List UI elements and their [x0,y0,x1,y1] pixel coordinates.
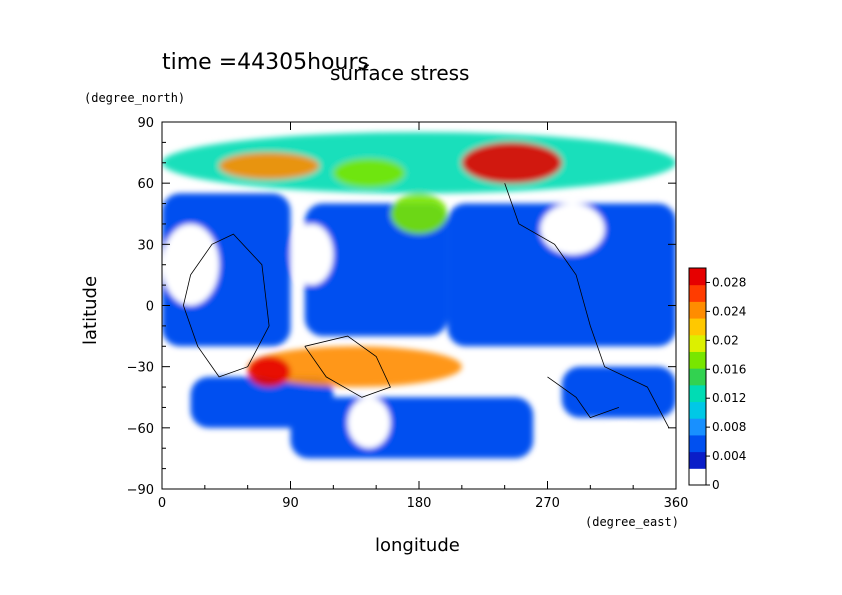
feature-north-max-1 [219,152,320,180]
colorbar-tick-label: 0 [712,478,720,492]
feature-northern-band [162,132,676,194]
background-patch [447,203,676,347]
x-tick-label: 180 [407,496,432,511]
feature-southern-band [247,346,462,388]
colorbar-bin [689,384,706,403]
feature-north-max-3 [461,142,562,184]
colorbar-bin [689,468,706,486]
colorbar-bin [689,368,706,386]
coastlines [182,183,670,428]
x-axis-units: (degree_east) [585,515,679,529]
colorbar-bin [689,418,706,436]
background-patch [190,376,334,428]
colorbar-tick-label: 0.024 [712,304,746,318]
colorbar-tick-label: 0.004 [712,449,746,463]
low-stress-hole [590,427,655,479]
y-tick-label: 0 [146,300,154,315]
low-stress-hole [290,223,334,286]
time-label: time =44305hours [162,50,369,75]
coastline [547,376,620,419]
coastline [504,183,670,428]
colorbar-tick-label: 0.012 [712,391,746,405]
feature-north-max-2 [333,158,405,188]
colorbar-bin [689,434,706,453]
x-tick-label: 360 [664,496,689,511]
colorbar-tick-label: 0.02 [712,333,739,347]
low-stress-hole [162,223,220,306]
low-stress-hole [347,397,391,449]
colorbar-bin [689,401,706,419]
colorbar-bin [689,301,706,319]
y-tick-label: 90 [137,116,154,131]
stress-field [162,132,676,479]
colorbar: 0.028 0.024 0.02 0.016 0.012 0.008 0.004 0 [688,267,746,492]
axes: 0 90 180 270 360 90 60 30 0 −30 −60 −90 [127,116,689,511]
colorbar-frame [688,267,707,486]
colorbar-bin [689,284,706,302]
low-stress-hole [540,203,605,255]
colorbar-tick-label: 0.008 [712,420,746,434]
feature-south-max [247,356,291,388]
x-tick-label: 90 [282,496,299,511]
y-tick-label: 30 [137,238,154,253]
chart-title: surface stress [330,61,470,85]
coastline [182,233,270,378]
colorbar-bin [689,318,706,336]
x-axis-label: longitude [375,535,460,556]
y-tick-label: −60 [127,422,154,437]
y-tick-label: −30 [127,361,154,376]
x-tick-label: 270 [535,496,560,511]
field-blobs [162,132,676,479]
x-tick-label: 0 [158,496,166,511]
colorbar-bin [689,334,706,352]
colorbar-tick-label: 0.028 [712,275,746,289]
y-axis-units: (degree_north) [84,91,186,105]
y-tick-label: −90 [127,483,154,498]
colorbar-bin [689,268,706,286]
background-patch [304,203,448,337]
feature-mid-latitude-patch [390,193,448,235]
background-patch [561,366,676,418]
colorbar-bin [689,351,706,369]
coastline [304,335,391,398]
colorbar-bin [689,451,706,469]
y-tick-label: 60 [137,177,154,192]
colorbar-tick-label: 0.016 [712,362,746,376]
